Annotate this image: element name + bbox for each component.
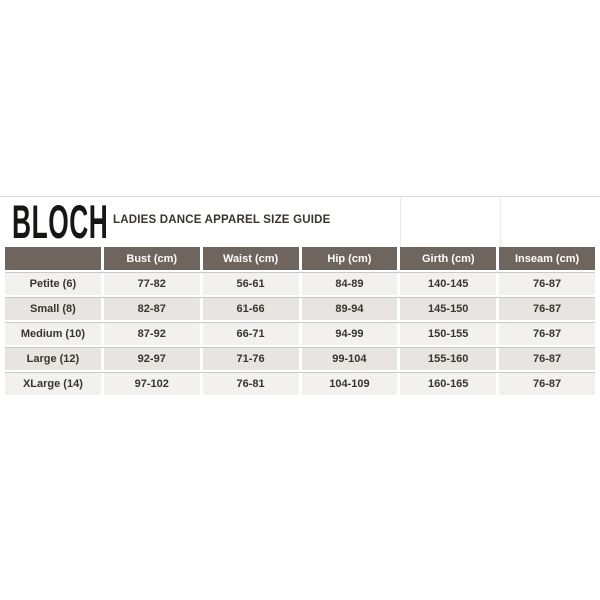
size-value: 150-155 xyxy=(400,323,497,345)
size-guide-title: LADIES DANCE APPAREL SIZE GUIDE xyxy=(113,214,331,226)
size-value: 77-82 xyxy=(103,273,200,295)
size-value: 160-165 xyxy=(400,373,497,395)
row-label: Petite (6) xyxy=(5,273,101,295)
column-header: Inseam (cm) xyxy=(499,247,595,270)
size-value: 61-66 xyxy=(202,298,299,320)
bloch-logo: BLOCH xyxy=(12,195,109,248)
size-value: 104-109 xyxy=(301,373,398,395)
column-header: Hip (cm) xyxy=(301,247,398,270)
size-value: 155-160 xyxy=(400,348,497,370)
row-label: Small (8) xyxy=(5,298,101,320)
row-label: Medium (10) xyxy=(5,323,101,345)
table-row: Petite (6) 77-82 56-61 84-89 140-145 76-87 xyxy=(5,272,595,295)
size-value: 71-76 xyxy=(202,348,299,370)
size-value: 89-94 xyxy=(301,298,398,320)
table-header-row: Bust (cm) Waist (cm) Hip (cm) Girth (cm) Ins… xyxy=(5,247,595,270)
size-value: 94-99 xyxy=(301,323,398,345)
title-row-divider xyxy=(500,197,501,247)
column-header: Bust (cm) xyxy=(103,247,200,270)
row-label: XLarge (14) xyxy=(5,373,101,395)
size-value: 76-81 xyxy=(202,373,299,395)
size-value: 76-87 xyxy=(499,373,595,395)
size-value: 56-61 xyxy=(202,273,299,295)
size-value: 76-87 xyxy=(499,348,595,370)
title-row-divider xyxy=(400,197,401,247)
size-value: 76-87 xyxy=(499,273,595,295)
size-value: 66-71 xyxy=(202,323,299,345)
size-value: 76-87 xyxy=(499,298,595,320)
size-value: 92-97 xyxy=(103,348,200,370)
size-value: 145-150 xyxy=(400,298,497,320)
column-header: Waist (cm) xyxy=(202,247,299,270)
table-row: Medium (10) 87-92 66-71 94-99 150-155 76-87 xyxy=(5,322,595,345)
row-label: Large (12) xyxy=(5,348,101,370)
size-value: 84-89 xyxy=(301,273,398,295)
table-body: Petite (6) 77-82 56-61 84-89 140-145 76-87 Sma… xyxy=(5,272,595,395)
table-row: Large (12) 92-97 71-76 99-104 155-160 76-87 xyxy=(5,347,595,370)
table-row: XLarge (14) 97-102 76-81 104-109 160-165 76-8… xyxy=(5,372,595,395)
size-value: 99-104 xyxy=(301,348,398,370)
column-header: Girth (cm) xyxy=(400,247,497,270)
brand-title-band: BLOCH LADIES DANCE APPAREL SIZE GUIDE xyxy=(0,196,600,247)
size-value: 97-102 xyxy=(103,373,200,395)
size-value: 140-145 xyxy=(400,273,497,295)
size-guide-table: Bust (cm) Waist (cm) Hip (cm) Girth (cm) Ins… xyxy=(5,247,595,395)
size-value: 76-87 xyxy=(499,323,595,345)
table-row: Small (8) 82-87 61-66 89-94 145-150 76-87 xyxy=(5,297,595,320)
size-value: 82-87 xyxy=(103,298,200,320)
size-value: 87-92 xyxy=(103,323,200,345)
column-header xyxy=(5,247,101,270)
